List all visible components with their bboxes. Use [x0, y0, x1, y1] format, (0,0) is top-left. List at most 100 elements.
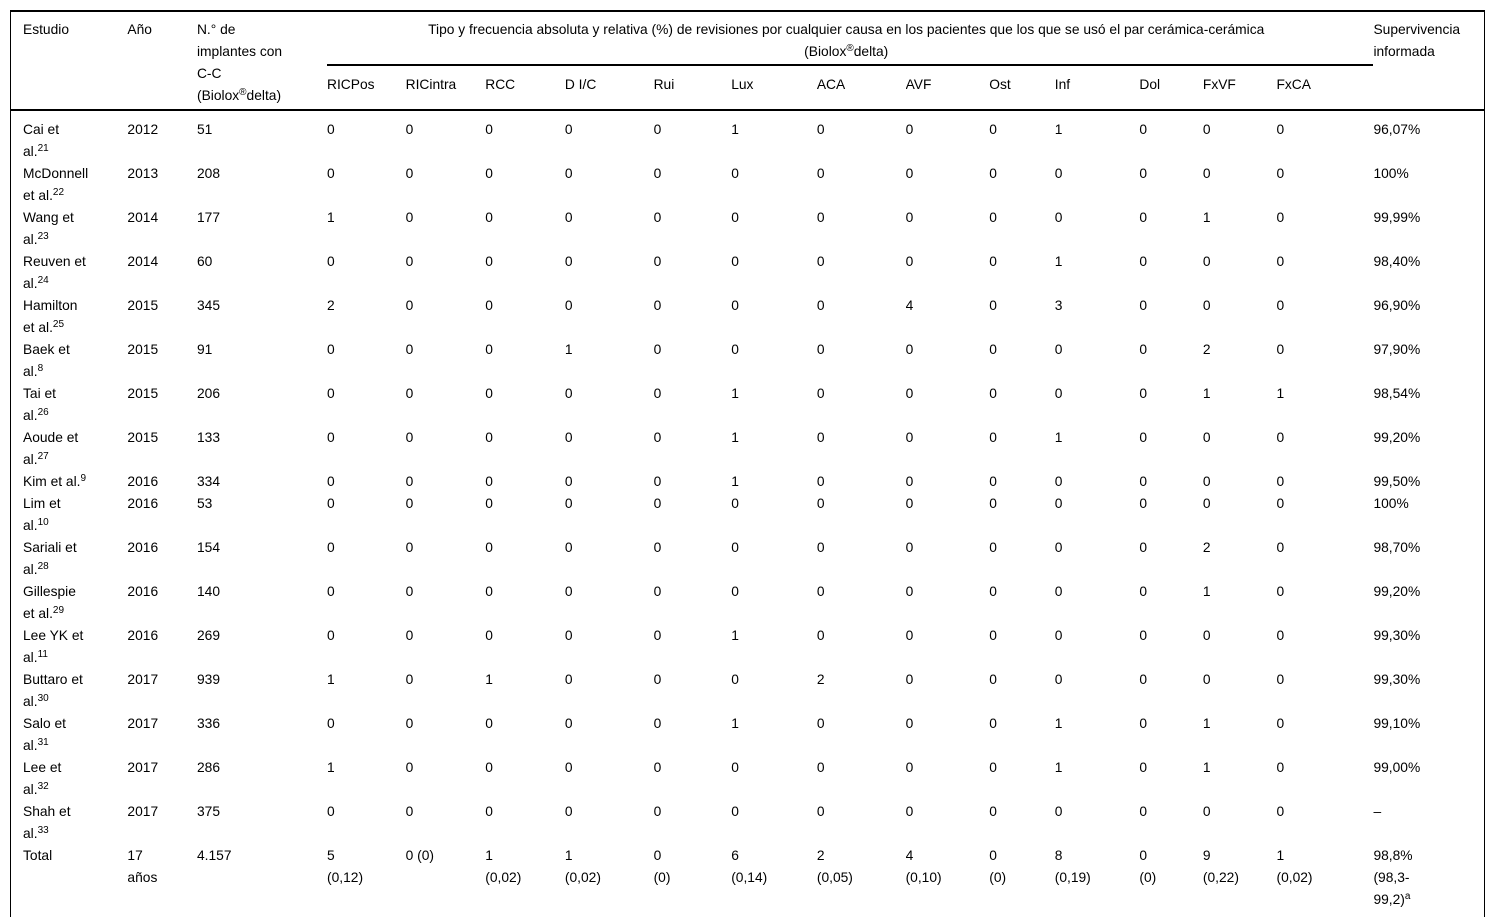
revision-count-cell-avf: 0 — [905, 474, 914, 489]
revision-count-cell-ricintra: 0 (0) — [405, 848, 434, 863]
revision-count-cell-dol: 0 — [1139, 496, 1148, 511]
revision-count-cell-fxvf: 1 — [1202, 386, 1211, 401]
revision-count-cell-fxvf: 1 — [1202, 210, 1211, 225]
col-header-d-i-c: D I/C — [564, 65, 654, 111]
revision-count-cell-fxca: 0 — [1276, 210, 1285, 225]
revision-count-cell-lux: 0 — [731, 584, 739, 599]
implants-cell: 269 — [196, 628, 220, 643]
revision-count-cell-inf: 0 — [1054, 496, 1063, 511]
revision-count-cell-aca: 2 — [816, 672, 825, 687]
revision-count-cell-ricintra: 0 — [405, 386, 414, 401]
revision-count-cell-ricintra: 0 — [405, 166, 414, 181]
revision-frequency-table: Estudio Año N.° de implantes con C-C (Bi… — [10, 10, 1485, 917]
study-cell: Tai et al.26 — [23, 386, 56, 423]
revision-count-cell-rcc: 0 — [485, 540, 493, 555]
revision-count-cell-ricintra: 0 — [405, 540, 414, 555]
year-cell: 2014 — [127, 210, 159, 225]
revision-count-cell-lux: 6 (0,14) — [731, 848, 768, 885]
revision-count-cell-avf: 0 — [905, 804, 914, 819]
revision-count-cell-ricpos: 0 — [327, 584, 335, 599]
implants-cell: 53 — [196, 496, 213, 511]
revision-count-cell-rcc: 0 — [485, 166, 493, 181]
total-row: Total 17 años 4.157 5 (0,12) 0 (0) 1 (0,02) 1 … — [11, 845, 1485, 917]
revision-count-cell-rcc: 1 (0,02) — [485, 848, 522, 885]
revision-count-cell-lux: 0 — [731, 760, 739, 775]
revision-count-cell-rui: 0 — [653, 628, 662, 643]
survival-cell: – — [1373, 804, 1382, 819]
revision-count-cell-rui: 0 — [653, 298, 662, 313]
revision-count-cell-inf: 0 — [1054, 672, 1063, 687]
revision-count-cell-aca: 0 — [816, 584, 825, 599]
year-cell: 2016 — [127, 584, 159, 599]
implants-cell: 286 — [196, 760, 220, 775]
revision-count-cell-inf: 8 (0,19) — [1054, 848, 1091, 885]
revision-count-cell-lux: 0 — [731, 254, 739, 269]
revision-count-cell-lux: 0 — [731, 804, 739, 819]
revision-count-cell-ost: 0 — [989, 716, 997, 731]
year-cell: 2013 — [127, 166, 159, 181]
col-header-rcc: RCC — [485, 65, 565, 111]
revision-count-cell-dol: 0 — [1139, 672, 1148, 687]
survival-cell: 99,50% — [1373, 474, 1421, 489]
revision-count-cell-fxca: 0 — [1276, 804, 1285, 819]
revision-count-cell-lux: 1 — [731, 386, 739, 401]
survival-cell: 99,30% — [1373, 672, 1421, 687]
survival-cell: 98,8% (98,3- 99,2)a — [1373, 848, 1413, 907]
implants-cell: 206 — [196, 386, 220, 401]
revision-count-cell-d-i-c: 0 — [564, 760, 573, 775]
revision-count-cell-lux: 0 — [731, 540, 739, 555]
revision-count-cell-avf: 0 — [905, 386, 914, 401]
revision-count-cell-avf: 0 — [905, 254, 914, 269]
revision-count-cell-aca: 0 — [816, 210, 825, 225]
revision-count-cell-ricintra: 0 — [405, 496, 414, 511]
revision-count-cell-rcc: 0 — [485, 584, 493, 599]
col-header-revisiones-spanner: Tipo y frecuencia absoluta y relativa (%… — [327, 11, 1374, 66]
revision-count-cell-dol: 0 — [1139, 430, 1148, 445]
table-row: Shah et al.33 2017 375 0 0 0 0 0 0 0 0 0 0 0 0 0 – — [11, 801, 1485, 845]
revision-count-cell-inf: 0 — [1054, 386, 1063, 401]
col-header-dol: Dol — [1139, 65, 1203, 111]
revision-count-cell-lux: 0 — [731, 210, 739, 225]
revision-count-cell-fxvf: 0 — [1202, 254, 1211, 269]
revision-count-cell-d-i-c: 0 — [564, 122, 573, 137]
study-cell: Kim et al.9 — [23, 473, 87, 490]
revision-count-cell-fxvf: 9 (0,22) — [1202, 848, 1239, 885]
revision-count-cell-avf: 0 — [905, 210, 914, 225]
year-cell: 2015 — [127, 430, 159, 445]
table-row: Wang et al.23 2014 177 1 0 0 0 0 0 0 0 0 0 0 1 0 99,99% — [11, 207, 1485, 251]
year-cell: 2017 — [127, 760, 159, 775]
revision-count-cell-d-i-c: 0 — [564, 430, 573, 445]
revision-count-cell-dol: 0 — [1139, 474, 1148, 489]
revision-count-cell-avf: 0 — [905, 342, 914, 357]
revision-count-cell-inf: 1 — [1054, 430, 1063, 445]
col-header-avf: AVF — [905, 65, 990, 111]
revision-count-cell-fxvf: 0 — [1202, 672, 1211, 687]
revision-count-cell-rui: 0 — [653, 804, 662, 819]
study-cell: Hamilton et al.25 — [23, 298, 78, 335]
revision-count-cell-fxca: 0 — [1276, 166, 1285, 181]
study-cell: Baek et al.8 — [23, 342, 70, 379]
revision-count-cell-ricpos: 0 — [327, 716, 335, 731]
year-cell: 2017 — [127, 716, 159, 731]
revision-count-cell-rui: 0 — [653, 584, 662, 599]
revision-count-cell-aca: 0 — [816, 122, 825, 137]
revision-count-cell-fxca: 0 — [1276, 254, 1285, 269]
revision-count-cell-dol: 0 — [1139, 540, 1148, 555]
revision-count-cell-lux: 1 — [731, 122, 739, 137]
col-header-implantes: N.° de implantes con C-C (Biolox®delta) — [196, 11, 327, 111]
revision-count-cell-d-i-c: 0 — [564, 386, 573, 401]
revision-count-cell-rui: 0 — [653, 166, 662, 181]
revision-count-cell-fxvf: 2 — [1202, 342, 1211, 357]
revision-count-cell-d-i-c: 0 — [564, 540, 573, 555]
revision-count-cell-aca: 0 — [816, 298, 825, 313]
study-cell: Lee YK et al.11 — [23, 628, 84, 665]
revision-count-cell-aca: 0 — [816, 628, 825, 643]
revision-count-cell-ricintra: 0 — [405, 672, 414, 687]
survival-cell: 100% — [1373, 166, 1409, 181]
revision-count-cell-avf: 0 — [905, 496, 914, 511]
revision-count-cell-dol: 0 — [1139, 628, 1148, 643]
revision-count-cell-d-i-c: 1 (0,02) — [564, 848, 601, 885]
table-row: Buttaro et al.30 2017 939 1 0 1 0 0 0 2 0 0 0 0 0 0 99,3… — [11, 669, 1485, 713]
revision-count-cell-dol: 0 — [1139, 804, 1148, 819]
revision-count-cell-dol: 0 — [1139, 760, 1148, 775]
